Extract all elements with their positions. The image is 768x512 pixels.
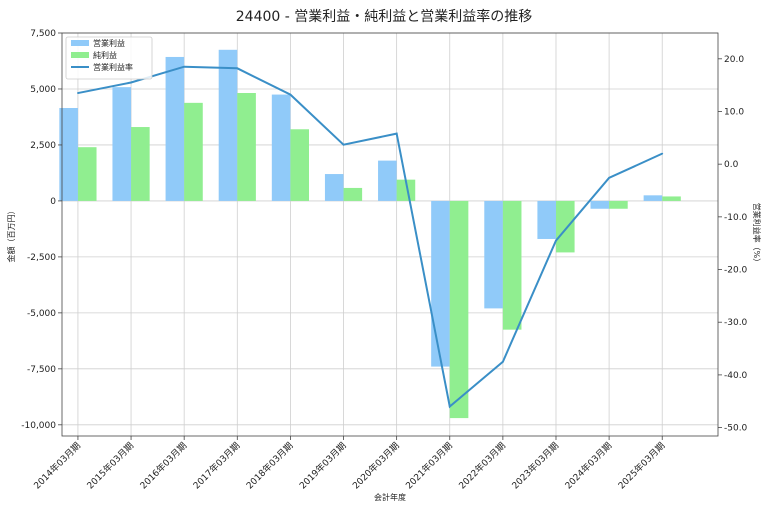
bar-operating-profit-7 (431, 200, 450, 367)
margin-point-5 (342, 143, 345, 146)
bar-operating-profit-0 (59, 108, 78, 201)
bars (59, 49, 681, 419)
left-axis-ticks: 7,500 5,000 2,500 0 -2,500 -5,000 -7,500 -10,00… (21, 29, 62, 431)
bar-operating-profit-11 (643, 195, 663, 201)
margin-point-1 (130, 81, 132, 84)
y2-tick-label-3: -10.0 (724, 213, 748, 223)
x-tick-label-1: 2015年03月期 (84, 440, 136, 492)
operating-margin-line (77, 65, 663, 409)
x-tick-label-7: 2021年03月期 (403, 440, 455, 492)
bar-net-profit-7 (449, 200, 469, 419)
y-tick-label-5: -5,000 (27, 309, 56, 319)
bar-net-profit-11 (662, 196, 681, 201)
right-axis-label: 営業利益率（%） (752, 203, 762, 267)
right-axis-ticks: 20.0 10.0 0.0 -10.0 -20.0 -30.0 -40.0 -50.0 (718, 55, 748, 434)
bar-net-profit-10 (609, 200, 628, 209)
x-tick-label-4: 2018年03月期 (244, 440, 296, 492)
legend-swatch-0 (71, 40, 89, 46)
grid-lines (62, 32, 718, 436)
y2-tick-label-5: -30.0 (724, 318, 748, 328)
bar-operating-profit-5 (324, 174, 344, 201)
legend-label-1: 純利益 (93, 50, 117, 60)
x-tick-label-8: 2022年03月期 (456, 440, 508, 492)
margin-point-2 (183, 65, 186, 68)
bar-net-profit-6 (396, 179, 416, 201)
y2-tick-label-1: 10.0 (724, 107, 744, 117)
margin-line (77, 65, 664, 409)
margin-point-9 (555, 239, 557, 242)
x-tick-label-3: 2017年03月期 (191, 440, 243, 492)
margin-point-0 (77, 92, 79, 94)
y-tick-label-7: -10,000 (21, 421, 56, 431)
bar-operating-profit-1 (112, 87, 132, 201)
y-tick-label-2: 2,500 (30, 141, 56, 151)
bar-operating-profit-6 (378, 160, 397, 201)
margin-point-3 (236, 67, 239, 70)
y-tick-label-0: 7,500 (30, 29, 56, 39)
bar-operating-profit-4 (271, 94, 291, 201)
x-tick-label-5: 2019年03月期 (297, 440, 349, 492)
chart-title: 24400 - 営業利益・純利益と営業利益率の推移 (236, 8, 533, 25)
margin-point-11 (661, 152, 664, 155)
bar-net-profit-8 (502, 200, 522, 330)
bar-net-profit-2 (184, 102, 203, 201)
y-tick-label-1: 5,000 (30, 85, 56, 95)
y2-tick-label-6: -40.0 (724, 371, 748, 381)
margin-point-6 (395, 132, 398, 135)
y2-tick-label-7: -50.0 (724, 424, 748, 434)
bar-operating-profit-3 (218, 49, 238, 201)
x-tick-label-10: 2024年03月期 (562, 440, 614, 492)
x-axis-ticks: 2014年03月期 2015年03月期 2016年03月期 2017年03月期 2018… (31, 436, 667, 492)
y-tick-label-3: 0 (50, 197, 56, 207)
y2-tick-label-4: -20.0 (724, 266, 748, 276)
margin-point-4 (289, 93, 292, 96)
bar-net-profit-9 (555, 200, 575, 253)
bar-net-profit-1 (131, 127, 150, 201)
bar-operating-profit-2 (165, 56, 185, 201)
y-tick-label-6: -7,500 (27, 365, 56, 375)
y2-tick-label-2: 0.0 (724, 160, 739, 170)
margin-point-7 (448, 405, 451, 408)
margin-point-8 (501, 360, 504, 363)
bar-net-profit-4 (290, 129, 309, 201)
bar-net-profit-3 (237, 93, 256, 201)
x-tick-label-11: 2025年03月期 (615, 440, 667, 492)
bar-operating-profit-8 (484, 200, 503, 309)
legend-label-0: 営業利益 (93, 38, 125, 48)
bar-operating-profit-9 (537, 200, 556, 239)
bar-net-profit-0 (77, 147, 97, 201)
x-axis-label: 会計年度 (374, 492, 406, 502)
x-tick-label-0: 2014年03月期 (31, 440, 83, 492)
legend-label-2: 営業利益率 (93, 62, 133, 72)
bar-operating-profit-10 (590, 200, 610, 209)
margin-point-10 (608, 176, 611, 179)
bar-net-profit-5 (343, 187, 363, 201)
y-tick-label-4: -2,500 (27, 253, 56, 263)
plot-area-frame (61, 32, 719, 437)
x-tick-label-9: 2023年03月期 (509, 440, 561, 492)
y2-tick-label-0: 20.0 (724, 55, 744, 65)
x-tick-label-2: 2016年03月期 (137, 440, 189, 492)
x-tick-label-6: 2020年03月期 (350, 440, 402, 492)
left-axis-label: 金額（百万円） (6, 207, 16, 263)
legend-box (65, 36, 153, 80)
legend-swatch-1 (71, 52, 89, 58)
